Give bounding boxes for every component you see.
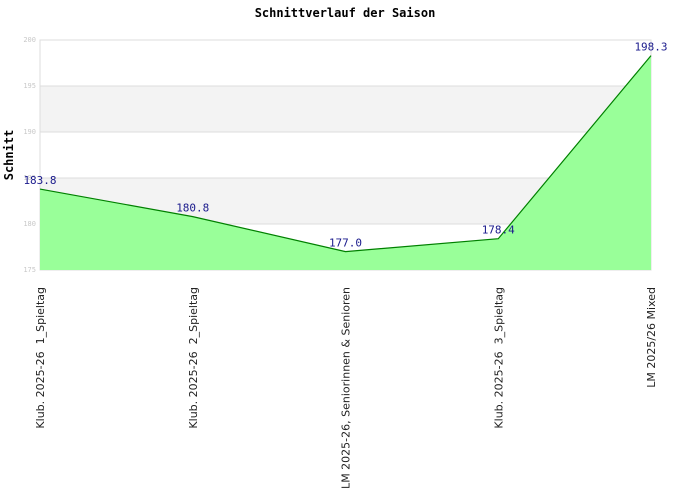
- grid-band: [40, 86, 651, 132]
- grid-band: [40, 40, 651, 86]
- x-tick-labels: Klub. 2025-26 1_Spieltag Klub. 2025-26 2_…: [34, 287, 658, 489]
- data-labels: 183.8 180.8 177.0 178.4 198.3: [23, 41, 667, 250]
- x-tick-label: Klub. 2025-26 2_Spieltag: [187, 287, 200, 429]
- grid-band: [40, 132, 651, 178]
- series-area: [39, 55, 652, 270]
- y-axis-label: Schnitt: [2, 130, 16, 181]
- x-tick-label: Klub. 2025-26 3_Spieltag: [492, 287, 505, 429]
- data-label: 198.3: [634, 41, 667, 54]
- y-tick-label: 180: [23, 220, 36, 228]
- data-label: 183.8: [23, 174, 56, 187]
- x-tick-label: LM 2025/26 Mixed: [645, 287, 658, 388]
- y-tick-label: 190: [23, 128, 36, 136]
- area-fill: [40, 55, 651, 270]
- data-label: 178.4: [482, 224, 515, 237]
- chart-title: Schnittverlauf der Saison: [255, 6, 436, 20]
- y-tick-label: 195: [23, 82, 36, 90]
- data-label: 180.8: [176, 202, 209, 215]
- x-tick-label: LM 2025-26, Seniorinnen & Senioren: [340, 287, 353, 489]
- y-tick-labels: 175 180 185 190 195 200: [23, 36, 36, 274]
- y-tick-label: 185: [23, 174, 36, 182]
- y-tick-label: 175: [23, 266, 36, 274]
- x-tick-label: Klub. 2025-26 1_Spieltag: [34, 287, 47, 429]
- y-tick-label: 200: [23, 36, 36, 44]
- data-label: 177.0: [329, 237, 362, 250]
